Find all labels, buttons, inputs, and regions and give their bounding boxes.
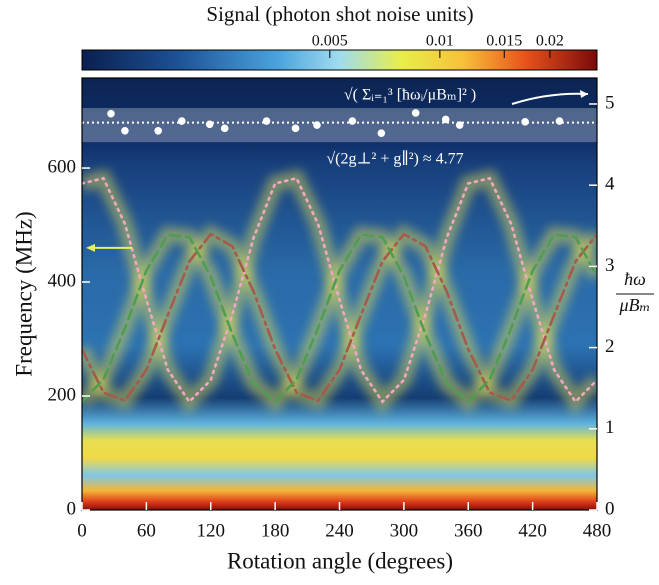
x-tick-label: 480 (583, 520, 612, 541)
data-point (411, 109, 420, 117)
data-point (441, 115, 450, 124)
y2-label-denominator: μBₘ (618, 295, 650, 315)
y2-tick-label: 4 (605, 174, 615, 195)
series-line (82, 176, 597, 404)
x-axis-label: Rotation angle (degrees) (227, 548, 453, 573)
data-point (348, 117, 357, 125)
x-tick-label: 420 (518, 520, 547, 541)
x-tick-label: 120 (197, 520, 226, 541)
colorbar-tick-label: 0.02 (536, 33, 564, 50)
data-point (555, 117, 564, 125)
y2-tick-label: 1 (605, 417, 615, 438)
colorbar-tick-label: 0.015 (486, 33, 522, 50)
y2-tick-label: 5 (605, 92, 615, 113)
plot-area (82, 108, 597, 415)
colorbar (81, 49, 598, 71)
data-point (154, 126, 162, 135)
x-tick-label: 60 (137, 520, 156, 541)
data-point (521, 118, 529, 126)
data-point (291, 124, 300, 133)
frequency-arrow-head (86, 243, 95, 252)
data-point (220, 124, 229, 133)
x-tick-label: 300 (390, 520, 419, 541)
colorbar-label: Signal (photon shot noise units) (206, 2, 473, 26)
x-tick-label: 180 (261, 520, 290, 541)
reference-band (82, 108, 597, 143)
y2-tick-label: 3 (605, 255, 615, 276)
y-tick-label: 600 (48, 156, 77, 177)
series-line (82, 232, 597, 403)
annotation-arrow-head (580, 90, 588, 98)
data-point (262, 117, 271, 125)
y-axis-label: Frequency (MHz) (11, 211, 36, 376)
data-point (377, 129, 386, 138)
y2-label-numerator: ħω (624, 269, 646, 289)
x-tick-label: 0 (77, 520, 87, 541)
data-point (455, 121, 464, 129)
x-tick-label: 360 (454, 520, 483, 541)
data-point (177, 117, 186, 125)
data-point (107, 109, 115, 118)
colorbar-tick-label: 0.005 (312, 33, 348, 50)
data-point (313, 121, 321, 129)
colorbar-tick-label: 0.01 (426, 33, 454, 50)
x-tick-label: 240 (325, 520, 354, 541)
y-tick-label: 200 (48, 384, 77, 405)
series-line (82, 233, 597, 404)
y-tick-label: 0 (67, 498, 77, 519)
y2-tick-label: 0 (605, 498, 615, 519)
reference-label: √(2g⊥² + g∥²) ≈ 4.77 (326, 150, 463, 168)
y-tick-label: 400 (48, 270, 77, 291)
data-point (121, 126, 129, 135)
y2-tick-label: 2 (605, 336, 615, 357)
top-annotation: √( Σᵢ₌₁³ [ħωᵢ/μBₘ]² ) (344, 87, 476, 104)
data-point (205, 120, 214, 129)
